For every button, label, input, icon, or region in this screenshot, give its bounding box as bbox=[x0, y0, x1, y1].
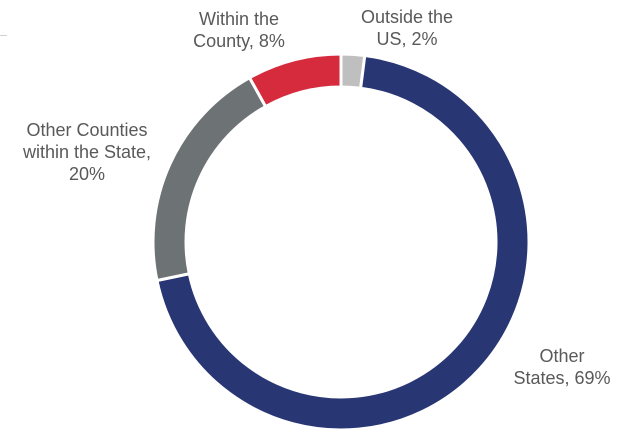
slice-label-3-line: County, 8% bbox=[193, 31, 285, 51]
slice-label-0-line: Outside the bbox=[361, 7, 453, 27]
slice-label-3: Within the County, 8% bbox=[193, 9, 285, 51]
corner-divider bbox=[0, 35, 7, 36]
slice-label-3-line: Within the bbox=[199, 9, 279, 29]
slice-label-1-line: States, 69% bbox=[513, 368, 610, 388]
slice-label-1: Other States, 69% bbox=[513, 346, 610, 388]
slice-label-2-line: 20% bbox=[69, 164, 105, 184]
labels-layer: Outside the US, 2%Other States, 69%Other C… bbox=[22, 7, 611, 388]
donut-slice-2 bbox=[151, 75, 268, 283]
slice-label-2: Other Counties within the State, 20% bbox=[22, 120, 151, 184]
slices-layer bbox=[151, 52, 531, 432]
slice-label-2-line: Other Counties bbox=[26, 120, 147, 140]
donut-slice-1 bbox=[155, 53, 531, 432]
donut-slice-3 bbox=[247, 52, 343, 109]
slice-label-0: Outside the US, 2% bbox=[361, 7, 453, 49]
slice-label-0-line: US, 2% bbox=[376, 29, 437, 49]
slice-label-2-line: within the State, bbox=[22, 142, 151, 162]
slice-label-1-line: Other bbox=[539, 346, 584, 366]
